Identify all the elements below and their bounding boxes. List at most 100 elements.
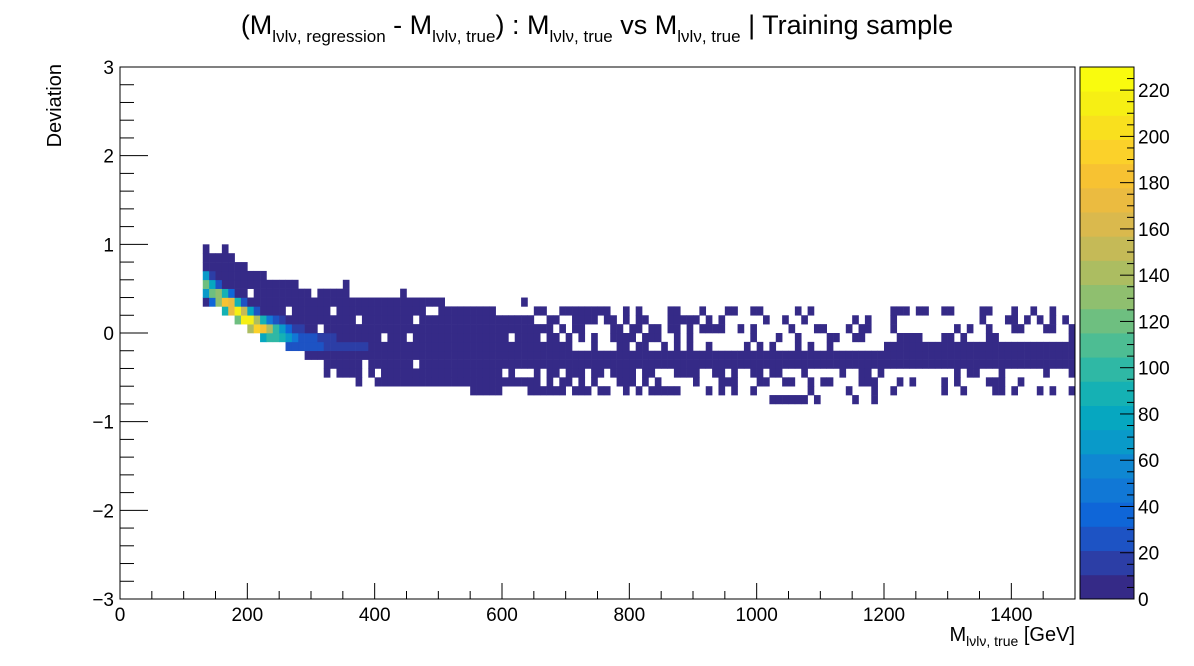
heatmap-cell (845, 350, 853, 360)
heatmap-cell (476, 306, 484, 316)
heatmap-cell (909, 350, 917, 360)
heatmap-cell (502, 315, 509, 325)
heatmap-cell (489, 359, 496, 369)
heatmap-cell (228, 270, 235, 281)
heatmap-cell (419, 350, 426, 360)
heatmap-cell (425, 324, 433, 334)
heatmap-cell (425, 341, 433, 352)
heatmap-cell (476, 324, 484, 334)
x-axis-label: Mlνlν, true [GeV] (950, 624, 1076, 649)
heatmap-cell (279, 315, 286, 325)
heatmap-cell (323, 368, 331, 378)
heatmap-cell (737, 324, 745, 334)
heatmap-cell (311, 297, 318, 307)
heatmap-cell (457, 315, 465, 325)
heatmap-cell (304, 306, 312, 316)
heatmap-cell (266, 324, 274, 334)
heatmap-cell (699, 324, 707, 334)
heatmap-cell (794, 333, 802, 343)
colorbar-tick-label: 140 (1138, 266, 1170, 287)
heatmap-cell (864, 359, 872, 369)
heatmap-cell (317, 315, 325, 325)
heatmap-cell (521, 350, 528, 360)
heatmap-cell (667, 386, 675, 396)
colorbar-step (1080, 91, 1134, 116)
heatmap-cell (877, 359, 885, 369)
heatmap-cell (864, 324, 872, 334)
heatmap-cell (693, 377, 700, 387)
heatmap-cell (610, 368, 617, 378)
heatmap-cell (291, 288, 299, 298)
heatmap-cell (336, 359, 344, 369)
heatmap-cell (858, 333, 866, 343)
heatmap-cell (947, 350, 955, 360)
heatmap-cell (864, 315, 872, 325)
heatmap-cell (349, 368, 356, 378)
heatmap-cell (616, 359, 624, 369)
heatmap-cell (743, 350, 751, 360)
heatmap-cell (737, 359, 745, 369)
heatmap-cell (336, 315, 344, 325)
heatmap-cell (782, 377, 789, 387)
heatmap-cell (502, 333, 509, 343)
heatmap-cell (285, 333, 293, 343)
heatmap-cell (1024, 359, 1031, 369)
heatmap-cell (527, 341, 535, 352)
heatmap-cell (304, 315, 312, 325)
heatmap-cell (361, 324, 369, 334)
heatmap-cell (444, 333, 452, 343)
heatmap-cell (234, 297, 242, 307)
heatmap-cell (342, 341, 350, 352)
heatmap-cell (801, 368, 808, 378)
heatmap-cell (794, 359, 802, 369)
heatmap-cell (852, 350, 859, 360)
heatmap-cell (890, 315, 898, 325)
heatmap-cell (852, 395, 859, 405)
heatmap-cell (400, 368, 407, 378)
heatmap-cell (992, 350, 999, 360)
heatmap-cell (890, 359, 898, 369)
heatmap-cell (209, 288, 216, 298)
heatmap-cell (381, 368, 388, 378)
heatmap-cell (438, 341, 445, 352)
heatmap-cell (451, 368, 458, 378)
heatmap-cell (1030, 306, 1038, 316)
heatmap-cell (1062, 359, 1069, 369)
heatmap-cell (769, 350, 777, 360)
heatmap-cell (349, 350, 356, 360)
heatmap-cell (718, 315, 726, 325)
heatmap-cell (533, 350, 541, 360)
heatmap-cell (858, 350, 866, 360)
heatmap-cell (775, 333, 783, 343)
heatmap-cell (552, 350, 560, 360)
heatmap-cell (603, 306, 611, 316)
heatmap-cell (954, 377, 961, 387)
heatmap-cell (323, 350, 331, 360)
colorbar-step (1080, 67, 1134, 92)
heatmap-cell (890, 386, 898, 396)
heatmap-cell (272, 333, 280, 343)
heatmap-cell (342, 333, 350, 343)
heatmap-cell (737, 350, 745, 360)
heatmap-cell (743, 341, 751, 352)
heatmap-cell (769, 395, 777, 405)
heatmap-cell (311, 341, 318, 352)
heatmap-cell (635, 386, 643, 396)
heatmap-cell (412, 297, 420, 307)
heatmap-cell (1011, 359, 1018, 369)
heatmap-cell (629, 350, 636, 360)
heatmap-cell (826, 333, 834, 343)
heatmap-cell (1055, 350, 1063, 360)
heatmap-cell (705, 350, 713, 360)
heatmap-cell (234, 288, 242, 298)
heatmap-cell (215, 262, 223, 272)
heatmap-cell (546, 315, 554, 325)
heatmap-cell (419, 297, 426, 307)
heatmap-cell (1024, 350, 1031, 360)
y-tick-label: −1 (92, 413, 114, 434)
heatmap-cell (374, 324, 382, 334)
heatmap-cell (368, 333, 375, 343)
x-axis-label-main: M (950, 624, 967, 646)
heatmap-cell (864, 368, 872, 378)
heatmap-cell (750, 324, 757, 334)
